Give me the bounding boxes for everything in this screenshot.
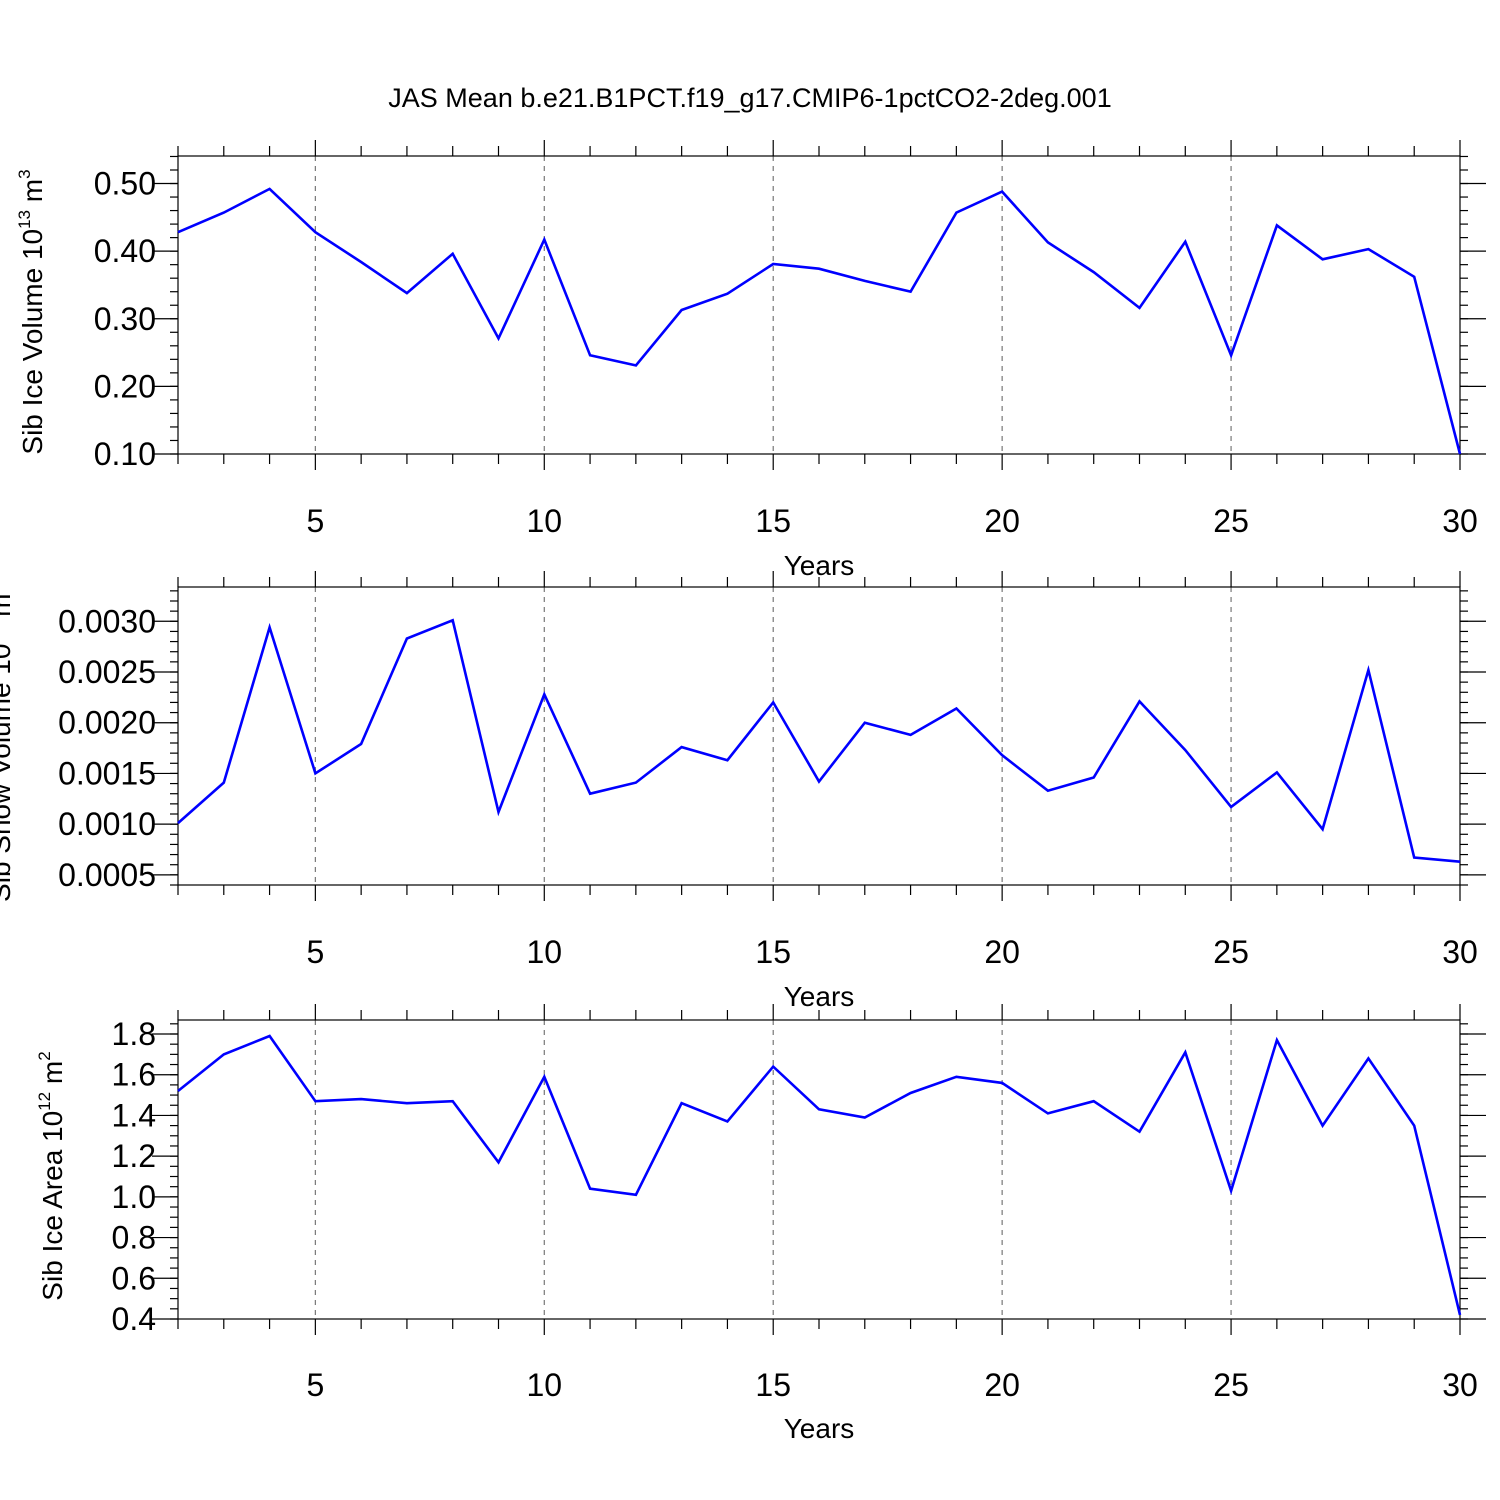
y-axis-label: Sib Ice Area 1012 m2 xyxy=(35,1051,68,1300)
x-tick-label: 30 xyxy=(1442,1367,1478,1403)
y-axis-label: Sib Snow Volume 1013 m3 xyxy=(0,584,16,902)
x-tick-label: 15 xyxy=(755,1367,791,1403)
y-tick-label: 1.0 xyxy=(112,1179,156,1215)
x-tick-label: 5 xyxy=(306,1367,324,1403)
x-tick-label: 25 xyxy=(1213,1367,1249,1403)
y-tick-label: 0.30 xyxy=(94,301,156,337)
x-axis-label: Years xyxy=(784,550,855,581)
x-tick-label: 25 xyxy=(1213,934,1249,970)
y-tick-label: 0.6 xyxy=(112,1260,156,1296)
plot-frame xyxy=(177,155,1461,455)
series-line xyxy=(177,187,1462,455)
plot-frame xyxy=(177,1019,1461,1320)
panel-2: 0.0005 0.0010 0.0015 0.0020 0.0025 0.0030 5 10 1… xyxy=(0,571,1486,1012)
y-tick-label: 0.0030 xyxy=(58,603,156,639)
y-tick-label: 0.0025 xyxy=(58,654,156,690)
panel-3: 0.4 0.6 0.8 1.0 1.2 1.4 1.6 1.8 5 10 15 20 25 30 Years… xyxy=(35,1004,1486,1444)
x-tick-label: 20 xyxy=(984,934,1020,970)
x-tick-label: 20 xyxy=(984,503,1020,539)
panel-1: 0.10 0.20 0.30 0.40 0.50 5 10 15 20 25 30 Years Sib … xyxy=(15,140,1486,581)
x-tick-label: 10 xyxy=(526,503,562,539)
panels: 0.10 0.20 0.30 0.40 0.50 5 10 15 20 25 30 Years Sib … xyxy=(0,140,1486,1444)
x-tick-label: 15 xyxy=(755,934,791,970)
y-tick-label: 0.0005 xyxy=(58,857,156,893)
plot-frame xyxy=(177,586,1461,886)
y-tick-label: 0.0010 xyxy=(58,806,156,842)
x-tick-label: 5 xyxy=(306,934,324,970)
x-tick-label: 10 xyxy=(526,1367,562,1403)
series-line xyxy=(177,618,1461,863)
x-tick-label: 20 xyxy=(984,1367,1020,1403)
y-tick-label: 0.8 xyxy=(112,1220,156,1256)
y-tick-label: 0.20 xyxy=(94,368,156,404)
x-tick-label: 10 xyxy=(526,934,562,970)
y-tick-label: 1.8 xyxy=(112,1016,156,1052)
y-tick-label: 0.0020 xyxy=(58,705,156,741)
y-tick-label: 1.2 xyxy=(112,1138,156,1174)
y-tick-label: 0.10 xyxy=(94,436,156,472)
y-tick-label: 0.40 xyxy=(94,233,156,269)
x-axis-label: Years xyxy=(784,1413,855,1444)
x-tick-label: 15 xyxy=(755,503,791,539)
y-tick-label: 0.50 xyxy=(94,166,156,202)
x-tick-label: 30 xyxy=(1442,934,1478,970)
x-axis-label: Years xyxy=(784,981,855,1012)
x-tick-label: 30 xyxy=(1442,503,1478,539)
x-tick-label: 5 xyxy=(306,503,324,539)
y-tick-label: 1.6 xyxy=(112,1057,156,1093)
chart-title: JAS Mean b.e21.B1PCT.f19_g17.CMIP6-1pctC… xyxy=(388,83,1111,113)
x-tick-label: 25 xyxy=(1213,503,1249,539)
y-tick-label: 0.4 xyxy=(112,1301,156,1337)
series-line xyxy=(177,1034,1462,1316)
y-tick-label: 1.4 xyxy=(112,1097,156,1133)
y-axis-label: Sib Ice Volume 1013 m3 xyxy=(15,169,48,454)
y-tick-label: 0.0015 xyxy=(58,755,156,791)
